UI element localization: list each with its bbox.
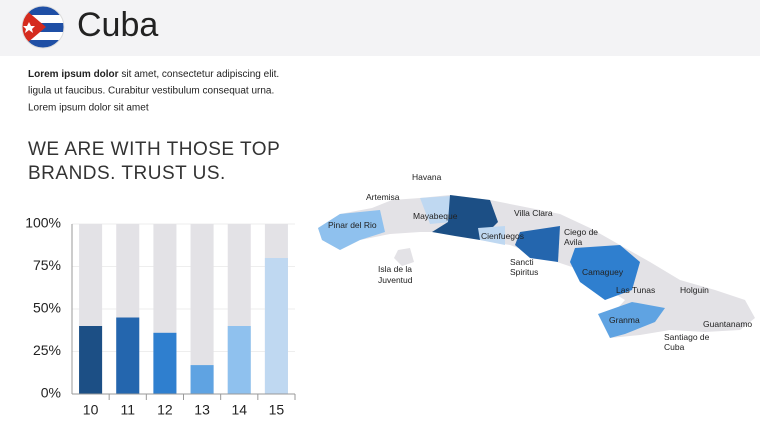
map-label: Las Tunas — [616, 285, 655, 295]
map-label: Cienfuegos — [481, 231, 524, 241]
flag — [21, 5, 65, 49]
label-line: Cienfuegos — [481, 231, 524, 241]
map-label: Santiago de Cuba — [664, 332, 710, 352]
label-line: Villa Clara — [514, 208, 553, 218]
map-labels: Havana Artemisa Pinar del Rio Mayabeque … — [328, 172, 752, 352]
label-line: Juventud — [378, 275, 413, 285]
label-line: Isla de la — [378, 264, 412, 274]
label-line: Sancti — [510, 257, 534, 267]
heading: BRANDS. TRUST US. — [28, 163, 226, 184]
x-tick-label: 13 — [194, 402, 210, 418]
province — [570, 245, 640, 300]
title: Cuba — [77, 6, 158, 44]
x-tick-label: 10 — [83, 402, 99, 418]
label-line: Camaguey — [582, 267, 624, 277]
bar — [79, 326, 103, 394]
map-label: Pinar del Rio — [328, 220, 377, 230]
intro-line: Lorem ipsum dolor sit amet — [28, 103, 149, 114]
map-label: Mayabeque — [413, 211, 458, 221]
label-line: Granma — [609, 315, 640, 325]
bar-track — [190, 224, 214, 394]
header-band — [0, 0, 760, 56]
province — [420, 196, 452, 224]
label-line: Ciego de — [564, 227, 598, 237]
intro-text: sit amet, consectetur adipiscing elit. — [119, 69, 280, 80]
bar-chart: 0% 25% 50% 75% 100% 10 11 12 13 14 15 — [25, 215, 296, 418]
y-tick-label: 75% — [33, 257, 61, 273]
label-line: Las Tunas — [616, 285, 655, 295]
x-tick-label: 15 — [269, 402, 285, 418]
province — [318, 210, 385, 250]
map-label: Holguin — [680, 285, 709, 295]
intro-bold: Lorem ipsum dolor — [28, 69, 119, 80]
label-line: Spiritus — [510, 267, 538, 277]
y-tick-label: 100% — [25, 215, 61, 231]
island — [318, 195, 755, 338]
province — [598, 302, 665, 338]
map: Havana Artemisa Pinar del Rio Mayabeque … — [318, 172, 755, 352]
label-line: Avila — [564, 237, 583, 247]
map-label: Granma — [609, 315, 640, 325]
intro-line: Lorem ipsum dolor sit amet, consectetur … — [28, 69, 279, 80]
label-line: Pinar del Rio — [328, 220, 377, 230]
y-tick-label: 25% — [33, 342, 61, 358]
map-label: Havana — [412, 172, 442, 182]
map-label: Ciego de Avila — [564, 227, 598, 247]
map-label: Guantanamo — [703, 319, 752, 329]
island — [394, 248, 414, 266]
label-line: Havana — [412, 172, 442, 182]
y-tick-label: 50% — [33, 300, 61, 316]
bar — [264, 258, 288, 394]
map-label: Camaguey — [582, 267, 624, 277]
x-tick-label: 11 — [120, 402, 135, 418]
intro-line: ligula ut faucibus. Curabitur vestibulum… — [28, 86, 274, 97]
map-label: Villa Clara — [514, 208, 553, 218]
x-tick-label: 14 — [231, 402, 247, 418]
map-label: Sancti Spiritus — [510, 257, 538, 277]
bar — [190, 365, 214, 394]
bar — [153, 332, 177, 394]
label-line: Holguin — [680, 285, 709, 295]
y-tick-label: 0% — [41, 385, 61, 401]
label-line: Cuba — [664, 342, 685, 352]
label-line: Artemisa — [366, 192, 400, 202]
x-tick-label: 12 — [157, 402, 173, 418]
map-label: Artemisa — [366, 192, 400, 202]
bar — [227, 326, 251, 394]
heading: WE ARE WITH THOSE TOP — [28, 139, 280, 160]
province — [478, 226, 505, 245]
bar — [116, 317, 140, 394]
map-label: Isla de la Juventud — [378, 264, 413, 285]
label-line: Guantanamo — [703, 319, 752, 329]
label-line: Mayabeque — [413, 211, 458, 221]
label-line: Santiago de — [664, 332, 710, 342]
province — [515, 226, 560, 262]
